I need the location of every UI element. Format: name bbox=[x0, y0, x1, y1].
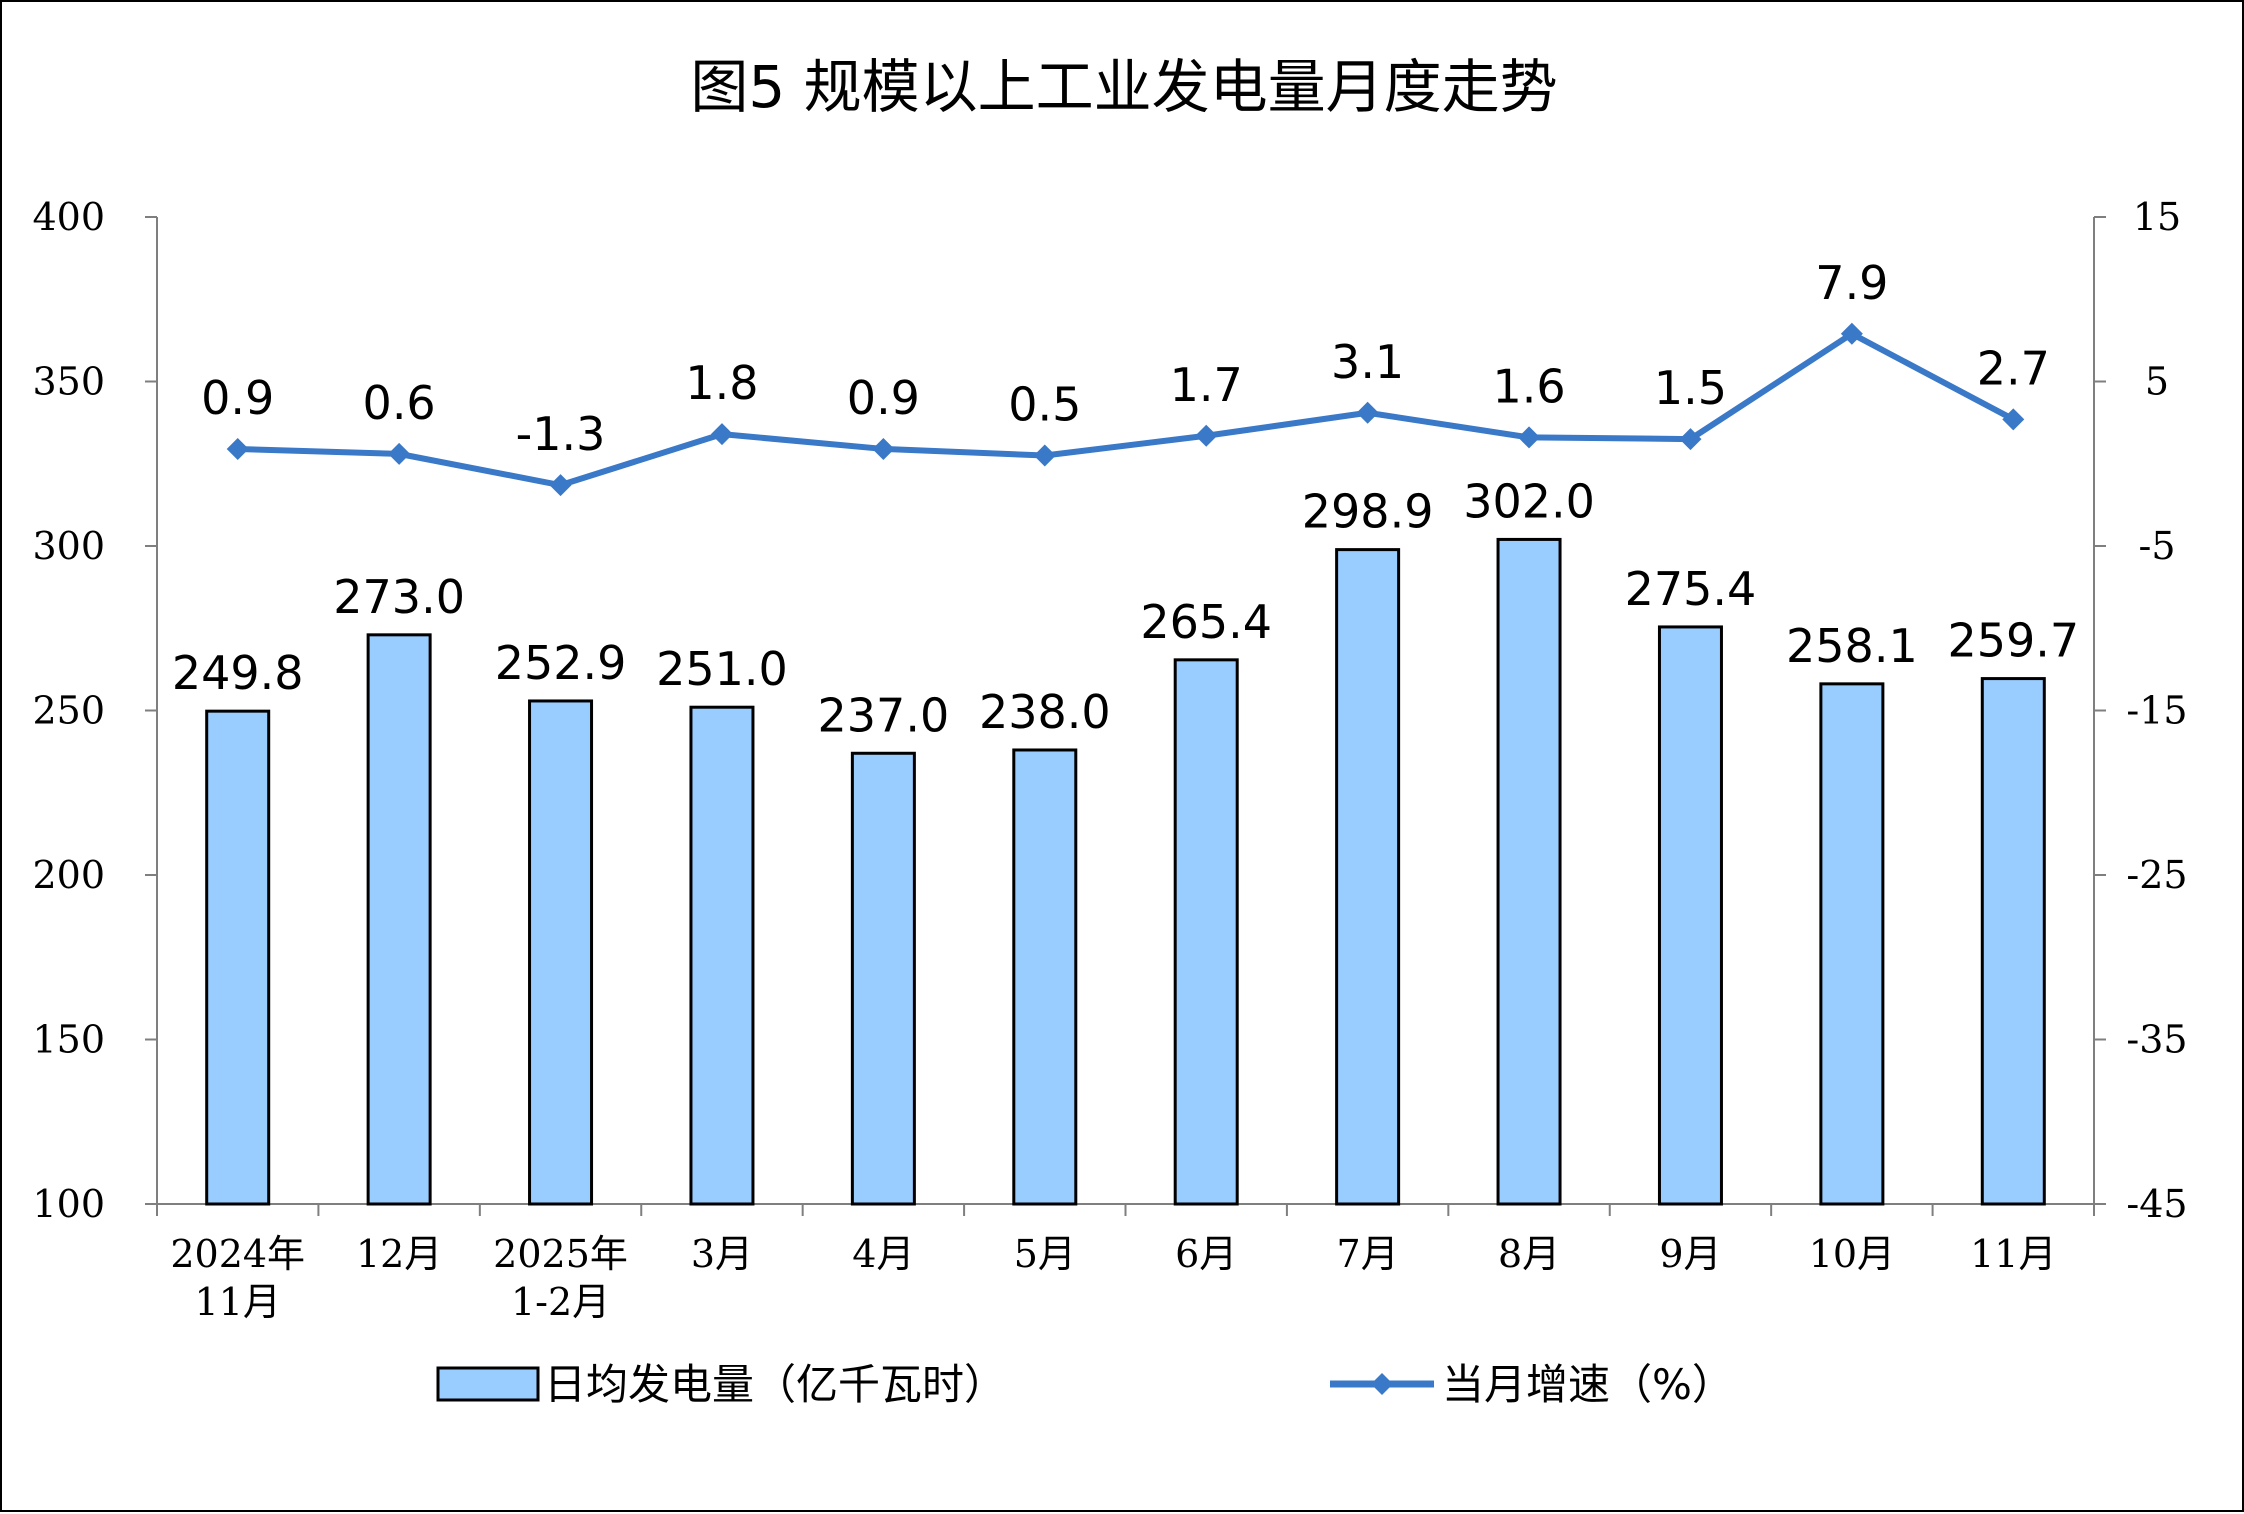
y-right-tick-label: -25 bbox=[2126, 853, 2187, 897]
x-category-label: 6月 bbox=[1175, 1232, 1237, 1276]
line-data-label: -1.3 bbox=[516, 407, 606, 461]
bar-data-label: 298.9 bbox=[1302, 485, 1434, 539]
line-point-marker bbox=[1195, 424, 1218, 447]
bar-data-label: 273.0 bbox=[333, 570, 465, 624]
x-category-label: 9月 bbox=[1659, 1232, 1721, 1276]
bar bbox=[850, 751, 916, 1206]
line-point-marker bbox=[549, 474, 572, 497]
x-category-label: 1-2月 bbox=[511, 1280, 610, 1324]
y-right-tick-label: -45 bbox=[2126, 1182, 2187, 1226]
line-group bbox=[226, 322, 2025, 497]
bar bbox=[1819, 682, 1885, 1206]
bar bbox=[528, 699, 594, 1206]
x-category-label: 12月 bbox=[356, 1232, 442, 1276]
x-category-label: 2024年 bbox=[170, 1232, 305, 1276]
line-point-marker bbox=[1356, 401, 1379, 424]
line-data-label: 0.9 bbox=[201, 371, 274, 425]
x-category-label: 10月 bbox=[1809, 1232, 1895, 1276]
line-data-label: 1.6 bbox=[1492, 359, 1565, 413]
line-data-label: 0.9 bbox=[847, 371, 920, 425]
y-left-tick-label: 350 bbox=[32, 360, 105, 404]
bar bbox=[1173, 658, 1239, 1206]
x-category-label: 8月 bbox=[1498, 1232, 1560, 1276]
legend-bar-swatch bbox=[436, 1366, 540, 1402]
line-data-label: 1.7 bbox=[1170, 358, 1243, 412]
bar bbox=[1335, 548, 1401, 1206]
y-left-tick-label: 250 bbox=[32, 689, 105, 733]
bars-group bbox=[205, 537, 2046, 1206]
line-data-label: 3.1 bbox=[1331, 335, 1404, 389]
y-right-tick-label: -15 bbox=[2126, 689, 2187, 733]
line-data-label: 0.5 bbox=[1008, 378, 1081, 432]
y-right-tick-label: 5 bbox=[2145, 360, 2169, 404]
bar bbox=[366, 633, 432, 1206]
growth-line bbox=[237, 330, 2015, 489]
y-left-tick-label: 100 bbox=[32, 1182, 105, 1226]
x-category-label: 2025年 bbox=[493, 1232, 628, 1276]
bar bbox=[205, 709, 271, 1206]
y-right-tick-label: 15 bbox=[2133, 195, 2181, 239]
line-point-marker bbox=[1679, 428, 1702, 451]
line-data-label: 7.9 bbox=[1815, 256, 1888, 310]
line-data-label: 2.7 bbox=[1977, 341, 2050, 395]
bar-data-label: 251.0 bbox=[656, 642, 788, 696]
y-right-tick-label: -35 bbox=[2126, 1018, 2187, 1062]
x-category-label: 4月 bbox=[852, 1232, 914, 1276]
bar-data-label: 249.8 bbox=[172, 646, 304, 700]
axes-group: 100 150 200 250 300 350 400 -45 -35 -25 -15 -5 5 15 20… bbox=[32, 195, 2187, 1324]
line-point-marker bbox=[226, 437, 249, 460]
bar-data-label: 258.1 bbox=[1786, 619, 1918, 673]
x-category-label: 7月 bbox=[1337, 1232, 1399, 1276]
bar bbox=[1496, 537, 1562, 1206]
line-data-label: 0.6 bbox=[363, 376, 436, 430]
bar bbox=[1012, 748, 1078, 1206]
bar-data-label: 275.4 bbox=[1625, 562, 1757, 616]
x-category-label: 3月 bbox=[691, 1232, 753, 1276]
y-left-tick-label: 300 bbox=[32, 524, 105, 568]
legend-line-label: 当月增速（%） bbox=[1442, 1360, 1734, 1409]
legend: 日均发电量（亿千瓦时） 当月增速（%） bbox=[436, 1360, 1734, 1409]
y-left-tick-label: 200 bbox=[32, 853, 105, 897]
bar-data-label: 252.9 bbox=[495, 636, 627, 690]
bar-data-label: 265.4 bbox=[1140, 595, 1272, 649]
bar bbox=[1657, 625, 1723, 1206]
bar-data-label: 259.7 bbox=[1947, 614, 2079, 668]
bar-data-label: 302.0 bbox=[1463, 474, 1595, 528]
bar bbox=[1980, 677, 2046, 1206]
bar bbox=[689, 705, 755, 1206]
x-category-label: 5月 bbox=[1014, 1232, 1076, 1276]
line-point-marker bbox=[710, 423, 733, 446]
line-point-marker bbox=[1518, 426, 1541, 449]
labels-group: 249.8 273.0 252.9 251.0 237.0 238.0 265.4 298.9… bbox=[172, 256, 2079, 742]
bar-data-label: 237.0 bbox=[818, 688, 950, 742]
line-point-marker bbox=[1033, 444, 1056, 467]
y-right-tick-label: -5 bbox=[2138, 524, 2175, 568]
x-category-label: 11月 bbox=[195, 1280, 281, 1324]
legend-line-marker bbox=[1371, 1373, 1393, 1395]
line-data-label: 1.8 bbox=[685, 356, 758, 410]
y-left-tick-label: 400 bbox=[32, 195, 105, 239]
line-point-marker bbox=[2002, 408, 2025, 431]
y-left-tick-label: 150 bbox=[32, 1018, 105, 1062]
line-point-marker bbox=[388, 442, 411, 465]
bar-data-label: 238.0 bbox=[979, 685, 1111, 739]
line-data-label: 1.5 bbox=[1654, 361, 1727, 415]
chart-title: 图5 规模以上工业发电量月度走势 bbox=[690, 53, 1557, 121]
legend-bar-label: 日均发电量（亿千瓦时） bbox=[544, 1360, 1006, 1409]
x-category-label: 11月 bbox=[1970, 1232, 2056, 1276]
line-point-marker bbox=[1840, 322, 1863, 345]
line-point-marker bbox=[872, 437, 895, 460]
